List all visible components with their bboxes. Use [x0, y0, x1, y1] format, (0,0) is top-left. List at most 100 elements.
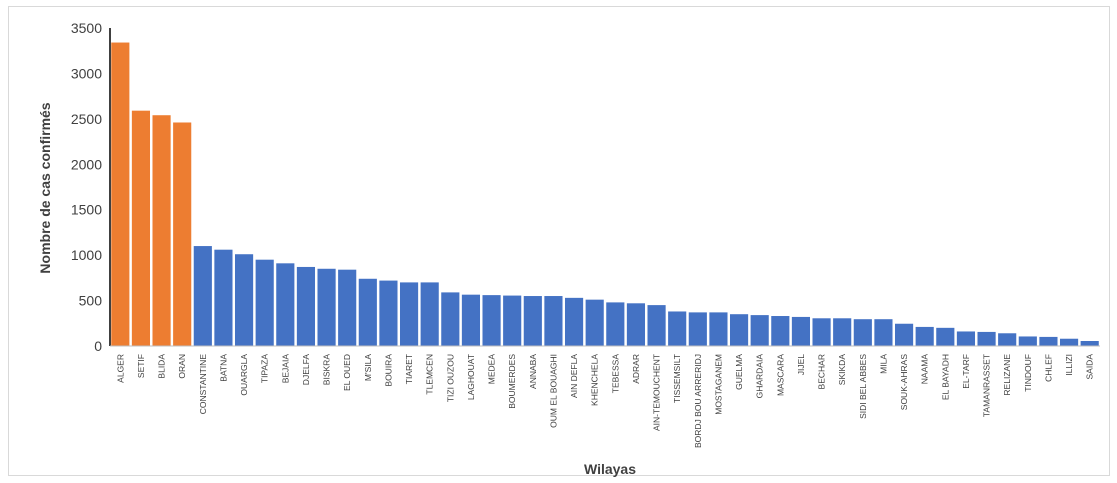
y-tick-label: 2000 — [71, 156, 102, 172]
bar — [379, 280, 398, 346]
x-category-label: EL BAYADH — [940, 354, 950, 400]
bar — [606, 302, 625, 346]
bar — [544, 296, 563, 346]
bar — [729, 314, 749, 346]
x-category-label: SETIF — [136, 354, 146, 378]
x-category-label: EL OUED — [342, 354, 352, 391]
x-category-label: KHENCHELA — [590, 354, 600, 406]
bar — [420, 282, 439, 346]
y-axis-ticks: 0 500 1000 1500 2000 2500 3000 3500 — [71, 20, 102, 354]
bar — [936, 327, 955, 346]
bar — [626, 303, 646, 346]
y-tick-label: 1500 — [71, 202, 102, 218]
x-axis-title: Wilayas — [584, 461, 636, 477]
bar — [915, 326, 934, 346]
x-category-label: TINDOUF — [1023, 354, 1033, 392]
y-tick-label: 3000 — [71, 65, 102, 81]
x-category-label: BOUMERDES — [507, 354, 517, 409]
bar — [523, 296, 542, 346]
y-tick-label: 3500 — [71, 20, 102, 36]
bar — [131, 110, 151, 347]
x-category-label: AIN-TEMOUCHENT — [652, 354, 662, 431]
x-category-label: MEDEA — [487, 354, 497, 385]
x-category-label: DJELFA — [301, 354, 311, 386]
bar — [647, 305, 666, 346]
bar — [977, 331, 996, 346]
bar — [317, 268, 336, 346]
x-category-label: BLIDA — [157, 354, 167, 379]
x-category-label: SIDI BEL ABBES — [858, 354, 868, 419]
x-category-label: BEJAIA — [280, 354, 290, 384]
x-axis-category-labels: ALGER SETIF BLIDA ORAN CONSTANTINE BATNA OUARG… — [115, 354, 1094, 448]
x-category-label: SAIDA — [1085, 354, 1095, 380]
x-category-label: OUM EL BOUAGHI — [548, 354, 558, 428]
bar — [296, 266, 316, 346]
y-tick-label: 1000 — [71, 247, 102, 263]
bar — [709, 312, 728, 346]
bar — [234, 254, 254, 346]
bar — [358, 278, 377, 346]
x-category-label: TEBESSA — [610, 354, 620, 394]
x-category-label: TLEMCEN — [425, 354, 435, 395]
x-category-label: TIARET — [404, 354, 414, 384]
x-category-label: SOUK-AHRAS — [899, 354, 909, 411]
x-category-label: TAMANRASSET — [982, 354, 992, 417]
y-tick-label: 0 — [94, 338, 102, 354]
x-category-label: CONSTANTINE — [198, 354, 208, 415]
x-category-label: ORAN — [177, 354, 187, 379]
y-tick-label: 500 — [79, 293, 103, 309]
x-category-label: BISKRA — [322, 354, 332, 386]
x-category-label: TISSEMSILT — [672, 354, 682, 403]
bars — [111, 42, 1099, 347]
y-axis-title: Nombre de cas confirmés — [37, 102, 53, 273]
bar — [193, 246, 212, 346]
bar — [1059, 338, 1079, 346]
x-category-label: AIN DEFLA — [569, 354, 579, 398]
x-category-label: MOSTAGANEM — [713, 354, 723, 415]
bar — [152, 115, 171, 346]
bar — [441, 292, 460, 346]
bar — [998, 333, 1017, 346]
x-category-label: ADRAR — [631, 354, 641, 384]
bar — [214, 249, 233, 346]
x-category-label: M'SILA — [363, 354, 373, 381]
bar — [750, 315, 769, 346]
x-category-label: MILA — [878, 354, 888, 374]
bar — [956, 331, 976, 346]
bar — [894, 323, 914, 346]
bar — [874, 319, 893, 346]
bar — [812, 318, 831, 346]
x-category-label: BECHAR — [817, 354, 827, 389]
x-category-label: NAAMA — [920, 354, 930, 385]
x-category-label: SKIKDA — [837, 354, 847, 386]
bar — [585, 299, 604, 346]
bar — [564, 297, 584, 346]
x-category-label: ILLIZI — [1064, 354, 1074, 376]
x-category-label: BORDJ BOU ARRERIDJ — [693, 354, 703, 448]
bar — [833, 318, 852, 346]
bar — [771, 316, 790, 346]
x-category-label: JIJEL — [796, 354, 806, 376]
x-category-label: BOUIRA — [383, 354, 393, 387]
x-category-label: ALGER — [115, 354, 125, 383]
x-category-label: MASCARA — [775, 354, 785, 396]
x-category-label: GUELMA — [734, 354, 744, 390]
bar — [276, 263, 295, 346]
bar — [255, 259, 274, 346]
x-category-label: RELIZANE — [1002, 354, 1012, 396]
bar — [853, 319, 872, 346]
bar — [1018, 336, 1037, 346]
bar — [111, 42, 130, 346]
x-category-label: ANNABA — [528, 354, 538, 389]
bar — [688, 312, 707, 346]
chart-frame — [8, 6, 1110, 476]
x-category-label: GHARDAIA — [755, 354, 765, 399]
y-tick-label: 2500 — [71, 111, 102, 127]
bar — [1039, 336, 1058, 346]
bar — [668, 311, 687, 346]
bar — [503, 295, 522, 346]
bar — [1080, 341, 1099, 346]
x-category-label: TIZI OUZOU — [445, 354, 455, 402]
bar — [399, 282, 419, 346]
